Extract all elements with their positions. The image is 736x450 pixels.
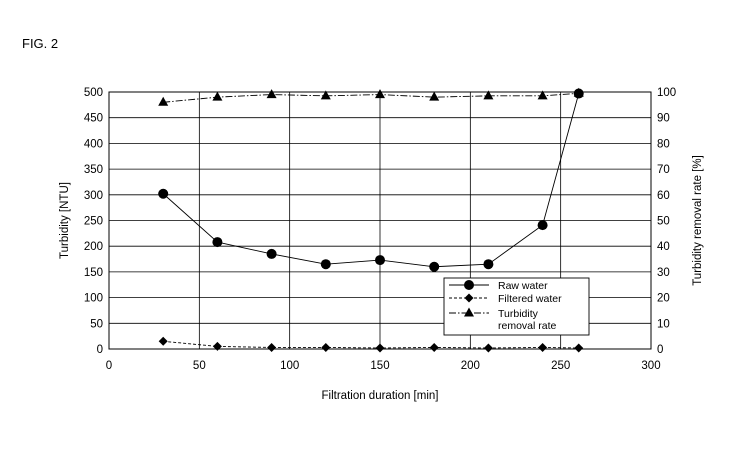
y-tick-label: 300: [84, 190, 103, 202]
y2-tick-label: 70: [657, 164, 670, 176]
data-point: [212, 341, 222, 351]
data-point: [429, 91, 440, 101]
data-point: [483, 259, 494, 270]
data-point: [321, 342, 331, 352]
y-axis-title: Turbidity [NTU]: [59, 182, 71, 259]
x-tick-label: 300: [641, 360, 660, 372]
y2-tick-label: 100: [657, 87, 676, 99]
y-tick-label: 450: [84, 113, 103, 125]
data-point: [375, 343, 385, 353]
data-point: [537, 220, 548, 231]
y-tick-label: 400: [84, 138, 103, 150]
y2-tick-label: 10: [657, 318, 670, 330]
x-tick-label: 150: [370, 360, 389, 372]
legend-label: removal rate: [498, 320, 557, 332]
y2-tick-label: 30: [657, 267, 670, 279]
data-point: [538, 342, 548, 352]
series-1: [158, 88, 584, 272]
series-line: [162, 93, 580, 268]
data-point: [266, 89, 277, 99]
y2-tick-label: 50: [657, 216, 670, 228]
y2-tick-label: 20: [657, 293, 670, 305]
data-point: [537, 90, 548, 100]
y-tick-label: 0: [97, 344, 103, 356]
y-tick-label: 100: [84, 293, 103, 305]
data-point: [158, 336, 168, 346]
data-point: [573, 87, 584, 97]
legend-label: Filtered water: [498, 293, 562, 305]
figure-label: FIG. 2: [22, 36, 59, 51]
y2-tick-label: 0: [657, 344, 663, 356]
data-point: [158, 188, 169, 199]
x-tick-label: 100: [280, 360, 299, 372]
data-point: [320, 90, 331, 100]
data-point: [320, 259, 331, 270]
data-point: [375, 255, 385, 266]
data-point: [212, 237, 223, 248]
data-point: [429, 342, 439, 352]
x-axis-title: Filtration duration [min]: [322, 390, 439, 402]
data-point: [267, 342, 277, 352]
series-line: [163, 340, 579, 349]
data-point: [375, 89, 385, 99]
data-point: [266, 248, 277, 259]
y2-tick-label: 80: [657, 138, 670, 150]
y2-axis-title: Turbidity removal rate [%]: [692, 155, 704, 286]
data-point: [483, 343, 493, 353]
data-point: [212, 91, 223, 101]
data-series: [158, 87, 584, 353]
x-tick-label: 250: [551, 360, 570, 372]
tick-labels: 0501001502002503003504004505000102030405…: [84, 87, 676, 372]
data-point: [574, 343, 584, 353]
y-tick-label: 150: [84, 267, 103, 279]
y-tick-label: 250: [84, 216, 103, 228]
y2-tick-label: 40: [657, 241, 670, 253]
x-tick-label: 0: [106, 360, 112, 372]
series-line: [163, 92, 579, 103]
legend-marker: [464, 293, 474, 303]
legend-label: Turbidity: [498, 308, 539, 320]
y-tick-label: 50: [90, 318, 103, 330]
data-point: [158, 96, 169, 106]
legend-marker: [464, 307, 474, 317]
legend-marker: [464, 280, 474, 290]
legend-label: Raw water: [498, 280, 548, 292]
y2-tick-label: 60: [657, 190, 670, 202]
data-point: [483, 90, 494, 100]
y-tick-label: 500: [84, 87, 103, 99]
x-tick-label: 50: [193, 360, 206, 372]
y-tick-label: 200: [84, 241, 103, 253]
series-3: [158, 87, 584, 106]
series-2: [158, 336, 584, 353]
y2-tick-label: 90: [657, 113, 670, 125]
y-tick-label: 350: [84, 164, 103, 176]
data-point: [429, 261, 440, 272]
x-tick-label: 200: [461, 360, 480, 372]
